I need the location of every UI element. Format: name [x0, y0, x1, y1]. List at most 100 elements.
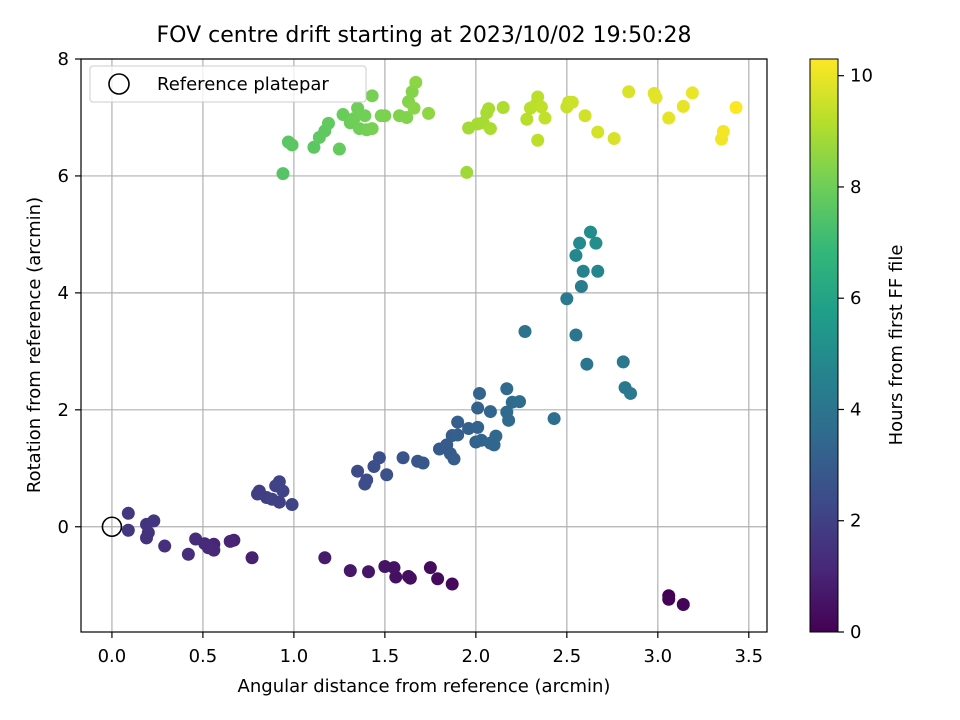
- data-point: [121, 523, 135, 537]
- data-point: [483, 405, 497, 419]
- legend: Reference platepar: [89, 65, 367, 103]
- data-point: [445, 577, 459, 591]
- reference-point-marker: [101, 516, 123, 538]
- colorbar-tick-label: 2: [850, 511, 861, 532]
- data-point: [662, 111, 676, 125]
- x-axis-ticks: 0.0 0.5 1.0 1.5 2.0 2.5 3.0 3.5: [98, 632, 763, 667]
- data-point: [520, 112, 534, 126]
- data-point: [407, 101, 421, 115]
- data-point: [676, 99, 690, 113]
- data-point: [500, 382, 514, 396]
- colorbar-tick-label: 6: [850, 288, 861, 309]
- data-point: [272, 495, 286, 509]
- x-tick-label: 1.0: [280, 646, 309, 667]
- y-axis-ticks: 0 2 4 6 8: [58, 49, 81, 538]
- data-point: [358, 109, 372, 123]
- data-point: [332, 142, 346, 156]
- data-point: [560, 292, 574, 306]
- data-point: [565, 95, 579, 109]
- data-point: [343, 564, 357, 578]
- data-point: [591, 264, 605, 278]
- data-point: [531, 90, 545, 104]
- colorbar-label: Hours from first FF file: [886, 245, 907, 446]
- data-point: [580, 357, 594, 371]
- data-point: [538, 111, 552, 125]
- legend-box: [89, 65, 367, 103]
- data-point: [380, 468, 394, 482]
- colorbar-tick-label: 0: [850, 622, 861, 643]
- plot-frame: [80, 58, 768, 633]
- data-point: [624, 386, 638, 400]
- y-tick-label: 6: [58, 166, 69, 187]
- data-point: [245, 551, 259, 565]
- data-point: [400, 110, 414, 124]
- data-point: [534, 100, 548, 114]
- data-point: [447, 452, 461, 466]
- grid-lines: [81, 58, 767, 632]
- data-point: [181, 547, 195, 561]
- y-tick-label: 0: [58, 517, 69, 538]
- data-point: [360, 473, 374, 487]
- data-point: [616, 355, 630, 369]
- data-point: [409, 75, 423, 89]
- data-point: [676, 598, 690, 612]
- data-point: [574, 279, 588, 293]
- data-point: [649, 91, 663, 105]
- x-axis-label: Angular distance from reference (arcmin): [238, 676, 611, 697]
- x-tick-label: 0.5: [189, 646, 218, 667]
- data-point: [729, 101, 743, 115]
- colorbar-tick-label: 8: [850, 177, 861, 198]
- data-point: [622, 85, 636, 99]
- y-tick-label: 8: [58, 49, 69, 70]
- data-point: [147, 514, 161, 528]
- data-point: [471, 420, 485, 434]
- data-point: [362, 565, 376, 579]
- data-point: [578, 109, 592, 123]
- data-points: [121, 75, 743, 612]
- data-point: [431, 572, 445, 586]
- colorbar-tick-label: 4: [850, 399, 861, 420]
- x-tick-label: 2.0: [462, 646, 491, 667]
- data-point: [472, 386, 486, 400]
- data-point: [121, 506, 135, 520]
- data-point: [685, 86, 699, 100]
- legend-entry-reference: Reference platepar: [157, 74, 329, 95]
- data-point: [378, 560, 392, 574]
- data-point: [276, 484, 290, 498]
- data-point: [482, 102, 496, 116]
- data-point: [451, 428, 465, 442]
- x-tick-label: 2.5: [553, 646, 582, 667]
- data-point: [365, 89, 379, 103]
- x-tick-label: 1.5: [371, 646, 400, 667]
- data-point: [372, 451, 386, 465]
- y-tick-label: 2: [58, 400, 69, 421]
- data-point: [496, 101, 510, 115]
- data-point: [576, 264, 590, 278]
- data-point: [589, 236, 603, 250]
- x-tick-label: 0.0: [98, 646, 127, 667]
- data-point: [307, 140, 321, 154]
- data-point: [460, 165, 474, 179]
- x-tick-label: 3.5: [734, 646, 763, 667]
- data-point: [285, 138, 299, 152]
- data-point: [591, 125, 605, 139]
- data-point: [285, 498, 299, 512]
- data-point: [158, 539, 172, 553]
- data-point: [351, 464, 365, 478]
- data-point: [416, 456, 430, 470]
- data-point: [403, 571, 417, 585]
- data-point: [569, 248, 583, 262]
- colorbar-ticks: 0 2 4 6 8 10: [838, 66, 873, 643]
- data-point: [489, 429, 503, 443]
- data-point: [662, 592, 676, 606]
- data-point: [378, 109, 392, 123]
- y-tick-label: 4: [58, 283, 69, 304]
- data-point: [583, 225, 597, 239]
- colorbar-tick-label: 10: [850, 66, 873, 87]
- data-point: [318, 551, 332, 565]
- data-point: [607, 132, 621, 146]
- data-point: [423, 561, 437, 575]
- data-point: [518, 324, 532, 338]
- data-point: [573, 236, 587, 250]
